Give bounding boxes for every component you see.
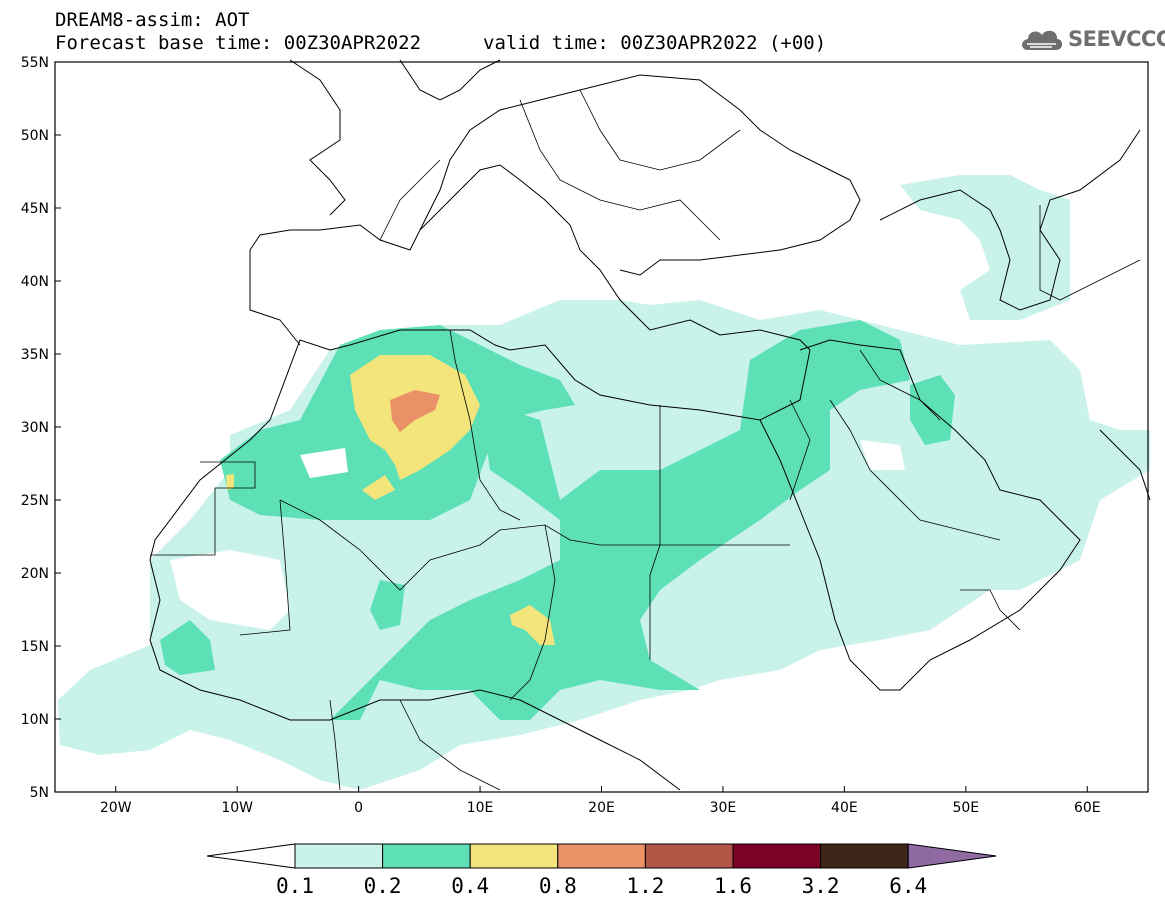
lat-tick-label: 10N [21, 712, 49, 728]
lat-tick-label: 35N [21, 347, 49, 363]
map-frame [54, 61, 1149, 793]
colorbar-level-label: 0.1 [276, 874, 314, 898]
colorbar-over-triangle [907, 843, 997, 869]
colorbar-level-label: 6.4 [889, 874, 927, 898]
lat-tick-label: 30N [21, 420, 49, 436]
colorbar-level-label: 0.4 [451, 874, 489, 898]
aot-level-0.8-area [390, 390, 440, 432]
aot-level-0.1-caspian [900, 175, 1070, 320]
colorbar-level-label: 1.2 [626, 874, 664, 898]
cloud-icon [1022, 30, 1063, 50]
lon-tick-label: 60E [1074, 800, 1101, 816]
colorbar-box [732, 843, 822, 869]
colorbar-level-label: 1.6 [714, 874, 752, 898]
colorbar-box [382, 843, 471, 869]
lat-tick-label: 25N [21, 493, 49, 509]
lat-tick-label: 20N [21, 566, 49, 582]
colorbar-box [469, 843, 559, 869]
lat-tick-label: 5N [30, 785, 49, 801]
lon-tick-label: 30E [710, 800, 737, 816]
lat-tick-label: 50N [21, 128, 49, 144]
lat-tick-label: 40N [21, 274, 49, 290]
seevccc-logo: SEEVCCC [1018, 24, 1165, 56]
map-title: DREAM8-assim: AOT [55, 9, 250, 31]
coastlines [149, 59, 1151, 791]
lat-tick-label: 55N [21, 55, 49, 71]
colorbar-level-label: 0.2 [364, 874, 402, 898]
axis-ticks: 55N 50N 45N 40N 35N 30N 25N 20N 15N 10N 5N 20W 10W 0 1… [21, 55, 1101, 816]
lon-tick-label: 20E [588, 800, 615, 816]
lon-tick-label: 0 [354, 800, 363, 816]
lat-tick-label: 45N [21, 201, 49, 217]
country-borders [150, 89, 1141, 791]
valid-time: valid time: 00Z30APR2022 (+00) [483, 32, 827, 54]
lon-tick-label: 10E [467, 800, 494, 816]
lon-tick-label: 10W [221, 800, 253, 816]
lon-tick-label: 50E [952, 800, 979, 816]
colorbar-level-label: 3.2 [802, 874, 840, 898]
colorbar-under-triangle [206, 843, 296, 869]
forecast-base-time: Forecast base time: 00Z30APR2022 [55, 32, 422, 54]
colorbar-box [557, 843, 646, 869]
colorbar-box [294, 843, 384, 869]
colorbar-box [644, 843, 734, 869]
lon-tick-label: 20W [100, 800, 132, 816]
logo-text: SEEVCCC [1068, 27, 1165, 51]
lat-tick-label: 15N [21, 639, 49, 655]
colorbar-box [820, 843, 909, 869]
lon-tick-label: 40E [831, 800, 858, 816]
colorbar-level-label: 0.8 [539, 874, 577, 898]
